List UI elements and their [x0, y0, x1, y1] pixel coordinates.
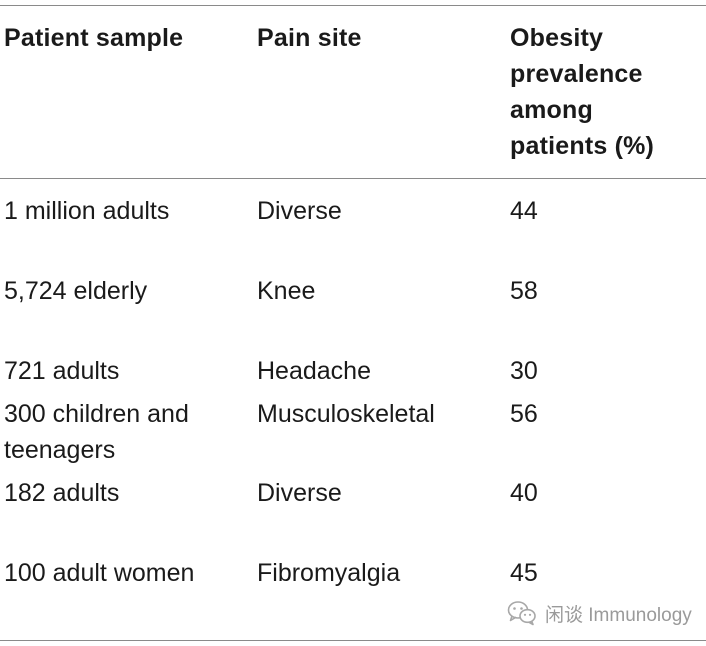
bottom-rule	[0, 640, 706, 641]
row-5-site: Diverse	[257, 479, 342, 507]
header-pain-site: Pain site	[257, 24, 362, 52]
header-obesity-line-1: Obesity	[510, 24, 604, 52]
row-2-prevalence: 58	[510, 277, 538, 305]
watermark-text: 闲谈 Immunology	[545, 604, 692, 626]
row-6-prevalence: 45	[510, 559, 538, 587]
row-5-sample: 182 adults	[4, 479, 120, 507]
header-obesity-line-4: patients (%)	[510, 132, 655, 160]
row-3-sample: 721 adults	[4, 357, 120, 385]
row-6-sample: 100 adult women	[4, 559, 195, 587]
row-3-prevalence: 30	[510, 357, 538, 385]
row-2-sample: 5,724 elderly	[4, 277, 148, 305]
row-4-sample: 300 children and	[4, 400, 189, 428]
watermark: 闲谈 Immunology	[507, 597, 692, 629]
row-4-prevalence: 56	[510, 400, 538, 428]
top-rule	[0, 5, 706, 6]
header-rule	[0, 178, 706, 179]
row-2-site: Knee	[257, 277, 316, 305]
row-4-site: Musculoskeletal	[257, 400, 435, 428]
row-4-sample-line-2: teenagers	[4, 436, 116, 464]
row-1-sample: 1 million adults	[4, 197, 170, 225]
header-patient-sample: Patient sample	[4, 24, 184, 52]
wechat-icon	[507, 601, 536, 626]
row-6-site: Fibromyalgia	[257, 559, 401, 587]
header-obesity-line-2: prevalence	[510, 60, 643, 88]
row-1-prevalence: 44	[510, 197, 538, 225]
row-3-site: Headache	[257, 357, 371, 385]
header-obesity-line-3: among	[510, 96, 593, 124]
row-1-site: Diverse	[257, 197, 342, 225]
row-5-prevalence: 40	[510, 479, 538, 507]
